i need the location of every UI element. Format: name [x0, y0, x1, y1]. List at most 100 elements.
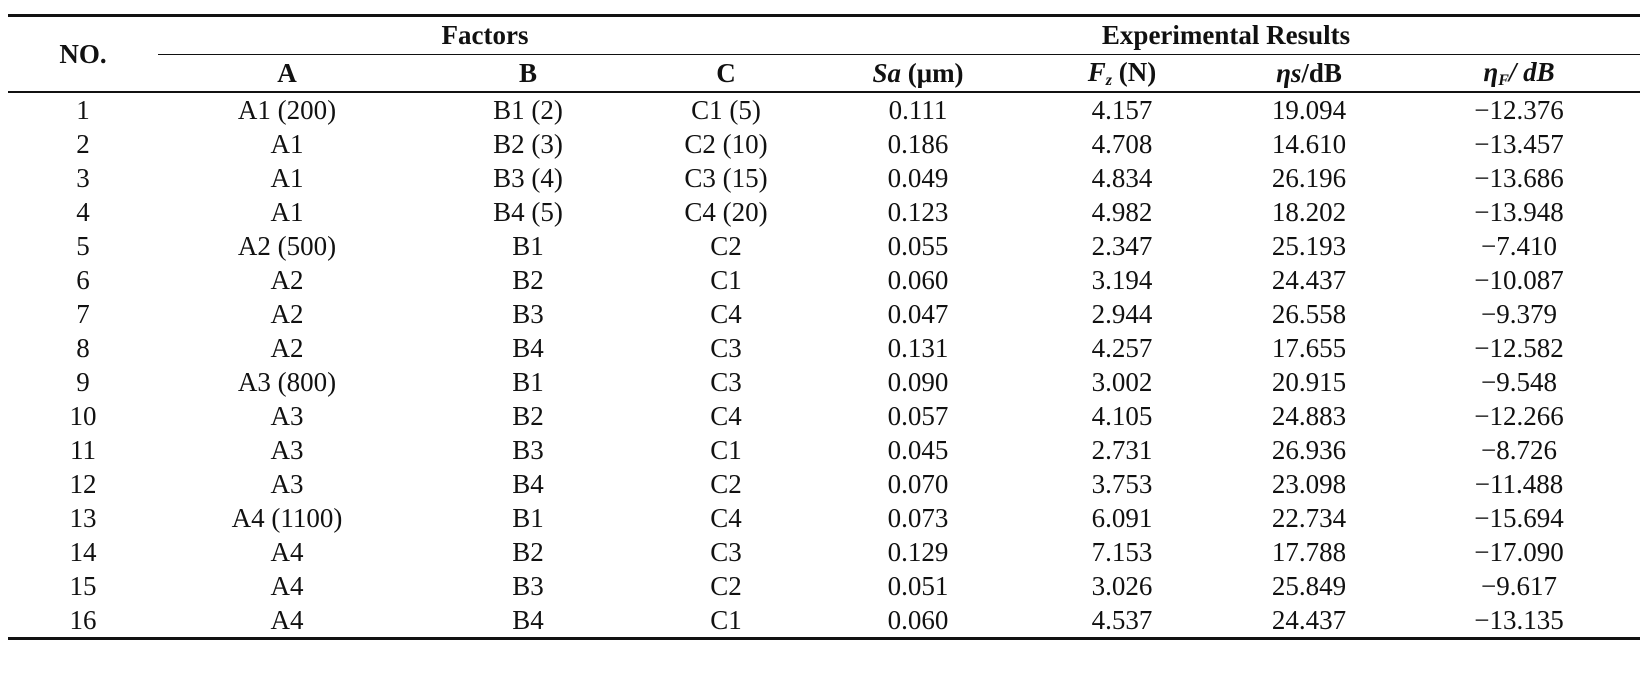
header-factors-group: Factors [158, 14, 813, 55]
header-col-a: A [158, 54, 416, 93]
cell-factor-b: B2 [512, 401, 544, 431]
cell-factor-b: B1 [512, 503, 544, 533]
cell-eta-s: 14.610 [1271, 129, 1347, 159]
cell-factor-c: C4 [710, 401, 742, 431]
cell-factor-a: A4 (1100) [231, 503, 343, 533]
cell-fz: 4.105 [1091, 401, 1153, 431]
cell-factor-c: C4 [710, 503, 742, 533]
cell-eta-s: 25.849 [1271, 571, 1347, 601]
cell-sa: 0.131 [887, 333, 949, 363]
cell-factor-b: B1 [512, 231, 544, 261]
cell-fz: 2.944 [1091, 299, 1153, 329]
cell-eta-f: −15.694 [1474, 503, 1564, 533]
header-eta-f-unit: / dB [1508, 56, 1555, 87]
header-col-eta-f: ηF/ dB [1398, 54, 1641, 93]
table-row: 4 A1 B4 (5) C4 (20) 0.123 4.982 18.202 −13.948 [8, 195, 1640, 229]
cell-eta-s: 17.788 [1271, 537, 1347, 567]
cell-factor-b: B3 [512, 299, 544, 329]
cell-sa: 0.129 [887, 537, 949, 567]
cell-no: 1 [76, 95, 90, 125]
cell-sa: 0.060 [887, 265, 949, 295]
cell-sa: 0.073 [887, 503, 949, 533]
cell-factor-b: B1 (2) [493, 95, 563, 125]
cell-no: 9 [76, 367, 90, 397]
table-header: NO. Factors Experimental Results A B C S… [8, 14, 1641, 93]
cell-factor-a: A4 [158, 603, 416, 640]
cell-fz: 7.153 [1091, 537, 1153, 567]
header-col-sa: Sa (μm) [812, 54, 1025, 93]
cell-eta-f: −12.582 [1474, 333, 1564, 363]
header-col-b: B [416, 54, 640, 93]
header-fz-symbol: F [1087, 56, 1106, 87]
cell-eta-f: −13.948 [1474, 197, 1564, 227]
cell-sa: 0.111 [888, 95, 948, 125]
cell-no: 15 [69, 571, 97, 601]
cell-no: 3 [76, 163, 90, 193]
header-experimental-results-group: Experimental Results [812, 14, 1641, 55]
cell-fz: 4.834 [1091, 163, 1153, 193]
cell-factor-c: C2 [710, 571, 742, 601]
cell-factor-a: A1 [270, 129, 304, 159]
header-fz-unit: (N) [1112, 56, 1157, 87]
table-row: 3 A1 B3 (4) C3 (15) 0.049 4.834 26.196 −13.686 [8, 161, 1640, 195]
cell-factor-b: B4 (5) [493, 197, 563, 227]
cell-factor-c: C3 [710, 333, 742, 363]
cell-no: 7 [76, 299, 90, 329]
cell-fz: 3.194 [1091, 265, 1153, 295]
cell-eta-f: −17.090 [1474, 537, 1564, 567]
cell-no: 14 [69, 537, 97, 567]
header-eta-f-symbol: η [1483, 56, 1499, 87]
table-row: 8 A2 B4 C3 0.131 4.257 17.655 −12.582 [8, 331, 1640, 365]
cell-fz: 2.347 [1091, 231, 1153, 261]
header-fz-subscript: z [1105, 71, 1113, 89]
cell-factor-a: A2 [270, 299, 304, 329]
cell-no: 12 [69, 469, 97, 499]
cell-factor-b: B2 [512, 537, 544, 567]
cell-eta-f: −11.488 [1474, 469, 1564, 499]
cell-factor-a: A4 [270, 537, 304, 567]
cell-sa: 0.090 [887, 367, 949, 397]
table-row: 9 A3 (800) B1 C3 0.090 3.002 20.915 −9.548 [8, 365, 1640, 399]
cell-sa: 0.055 [887, 231, 949, 261]
table-row: 11 A3 B3 C1 0.045 2.731 26.936 −8.726 [8, 433, 1640, 467]
table-row: 10 A3 B2 C4 0.057 4.105 24.883 −12.266 [8, 399, 1640, 433]
experiment-results-table: NO. Factors Experimental Results A B C S… [8, 14, 1641, 640]
cell-factor-c: C1 [710, 435, 742, 465]
cell-factor-a: A1 [270, 163, 304, 193]
cell-factor-c: C1 [710, 265, 742, 295]
table-row: 12 A3 B4 C2 0.070 3.753 23.098 −11.488 [8, 467, 1640, 501]
header-eta-f-subscript: F [1498, 71, 1509, 89]
cell-factor-c: C2 [710, 231, 742, 261]
cell-no: 8 [76, 333, 90, 363]
cell-no: 5 [76, 231, 90, 261]
table-row: 6 A2 B2 C1 0.060 3.194 24.437 −10.087 [8, 263, 1640, 297]
cell-eta-s: 20.915 [1271, 367, 1347, 397]
cell-factor-b: B2 [512, 265, 544, 295]
table-row: 14 A4 B2 C3 0.129 7.153 17.788 −17.090 [8, 535, 1640, 569]
cell-eta-f: −9.548 [1481, 367, 1558, 397]
cell-eta-s: 17.655 [1271, 333, 1347, 363]
cell-eta-f: −7.410 [1481, 231, 1558, 261]
cell-eta-f: −9.617 [1481, 571, 1558, 601]
cell-eta-f: −8.726 [1481, 435, 1558, 465]
cell-eta-f: −13.686 [1474, 163, 1564, 193]
header-col-eta-s: ηs/dB [1220, 54, 1399, 93]
cell-eta-s: 26.558 [1271, 299, 1347, 329]
cell-eta-f: −10.087 [1474, 265, 1564, 295]
cell-eta-f: −12.376 [1474, 95, 1564, 125]
cell-factor-b: B4 [512, 333, 544, 363]
cell-fz: 3.002 [1091, 367, 1153, 397]
cell-factor-b: B3 (4) [493, 163, 563, 193]
cell-eta-f: −13.135 [1398, 603, 1641, 640]
cell-factor-a: A3 [270, 401, 304, 431]
cell-no: 6 [76, 265, 90, 295]
cell-no: 11 [70, 435, 96, 465]
cell-factor-b: B4 [512, 469, 544, 499]
cell-fz: 3.026 [1091, 571, 1153, 601]
cell-factor-c: C1 [640, 603, 813, 640]
cell-factor-c: C3 [710, 367, 742, 397]
cell-sa: 0.047 [887, 299, 949, 329]
table-row: 5 A2 (500) B1 C2 0.055 2.347 25.193 −7.410 [8, 229, 1640, 263]
cell-factor-c: C2 (10) [684, 129, 768, 159]
cell-fz: 2.731 [1091, 435, 1153, 465]
